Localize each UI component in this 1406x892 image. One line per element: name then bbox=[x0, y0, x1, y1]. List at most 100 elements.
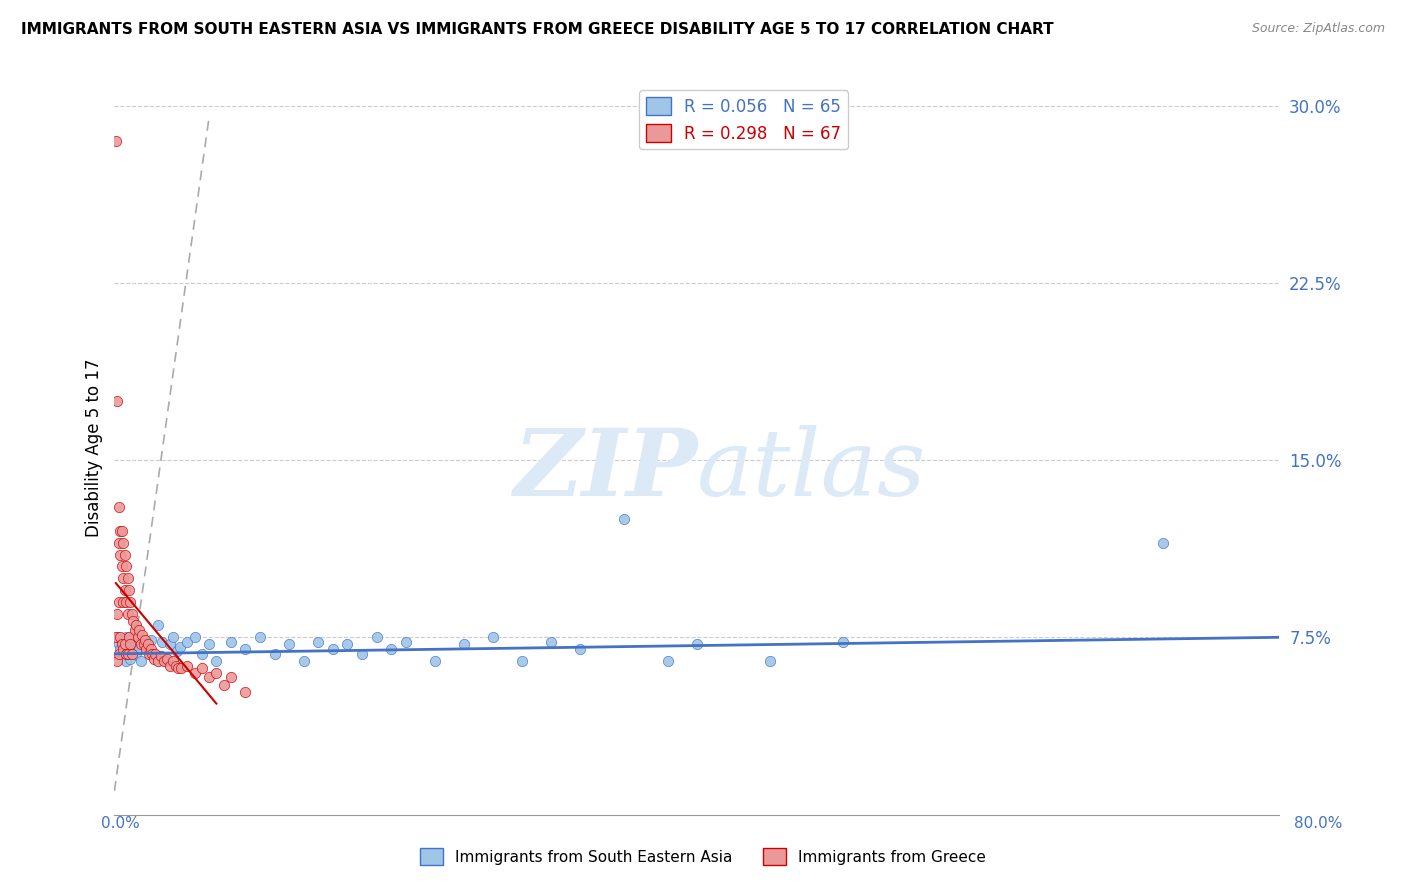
Text: 80.0%: 80.0% bbox=[1295, 816, 1343, 831]
Point bbox=[205, 665, 228, 680]
Point bbox=[107, 637, 129, 651]
Point bbox=[235, 684, 257, 698]
Point bbox=[453, 637, 475, 651]
Point bbox=[107, 595, 129, 609]
Point bbox=[125, 647, 148, 661]
Text: ZIP: ZIP bbox=[513, 425, 697, 516]
Point bbox=[120, 595, 142, 609]
Point bbox=[118, 630, 141, 644]
Point bbox=[121, 644, 143, 658]
Point bbox=[112, 647, 135, 661]
Point bbox=[219, 671, 242, 685]
Point bbox=[120, 651, 142, 665]
Point bbox=[125, 618, 148, 632]
Point bbox=[104, 134, 127, 148]
Point bbox=[115, 595, 138, 609]
Text: Source: ZipAtlas.com: Source: ZipAtlas.com bbox=[1251, 22, 1385, 36]
Point bbox=[366, 630, 388, 644]
Point bbox=[159, 658, 181, 673]
Point bbox=[127, 630, 149, 644]
Point bbox=[111, 637, 134, 651]
Point bbox=[115, 647, 138, 661]
Point bbox=[155, 654, 177, 668]
Point bbox=[482, 630, 505, 644]
Point bbox=[138, 647, 160, 661]
Point bbox=[110, 524, 132, 538]
Point bbox=[170, 661, 193, 675]
Point bbox=[263, 647, 285, 661]
Point bbox=[115, 559, 138, 574]
Point bbox=[183, 630, 205, 644]
Point bbox=[128, 642, 150, 657]
Point bbox=[198, 637, 221, 651]
Point bbox=[176, 635, 198, 649]
Point bbox=[120, 637, 142, 651]
Point bbox=[111, 524, 134, 538]
Point bbox=[110, 642, 132, 657]
Point bbox=[657, 654, 679, 668]
Point bbox=[117, 647, 139, 661]
Point bbox=[117, 571, 139, 585]
Point bbox=[105, 630, 128, 644]
Point bbox=[167, 661, 190, 675]
Point bbox=[153, 654, 176, 668]
Point bbox=[613, 512, 636, 526]
Point bbox=[107, 500, 129, 515]
Point bbox=[112, 642, 135, 657]
Point bbox=[235, 642, 257, 657]
Point bbox=[111, 632, 134, 647]
Point bbox=[117, 607, 139, 621]
Point bbox=[129, 654, 152, 668]
Legend: Immigrants from South Eastern Asia, Immigrants from Greece: Immigrants from South Eastern Asia, Immi… bbox=[413, 842, 993, 871]
Point bbox=[110, 630, 132, 644]
Point bbox=[205, 654, 228, 668]
Point bbox=[110, 548, 132, 562]
Point bbox=[831, 635, 853, 649]
Point bbox=[115, 630, 138, 644]
Point bbox=[198, 671, 221, 685]
Point bbox=[278, 637, 301, 651]
Point bbox=[540, 635, 562, 649]
Point bbox=[152, 635, 174, 649]
Point bbox=[121, 607, 143, 621]
Point bbox=[121, 647, 143, 661]
Point bbox=[191, 647, 214, 661]
Point bbox=[322, 642, 344, 657]
Point bbox=[336, 637, 359, 651]
Point bbox=[1152, 535, 1174, 549]
Point bbox=[114, 640, 136, 654]
Point bbox=[135, 642, 157, 657]
Point bbox=[686, 637, 709, 651]
Point bbox=[423, 654, 446, 668]
Point bbox=[118, 637, 141, 651]
Point bbox=[112, 535, 135, 549]
Point bbox=[114, 582, 136, 597]
Point bbox=[132, 635, 155, 649]
Point bbox=[120, 632, 142, 647]
Point bbox=[122, 642, 145, 657]
Point bbox=[127, 637, 149, 651]
Point bbox=[159, 637, 181, 651]
Point bbox=[107, 647, 129, 661]
Point bbox=[112, 595, 135, 609]
Text: atlas: atlas bbox=[697, 425, 927, 516]
Point bbox=[146, 618, 169, 632]
Point bbox=[117, 635, 139, 649]
Point bbox=[150, 649, 173, 664]
Point bbox=[134, 632, 156, 647]
Point bbox=[143, 647, 166, 661]
Point bbox=[191, 661, 214, 675]
Point bbox=[183, 665, 205, 680]
Point bbox=[169, 640, 191, 654]
Point bbox=[142, 651, 165, 665]
Point bbox=[118, 642, 141, 657]
Point bbox=[139, 642, 162, 657]
Point bbox=[104, 630, 127, 644]
Point bbox=[105, 394, 128, 409]
Text: IMMIGRANTS FROM SOUTH EASTERN ASIA VS IMMIGRANTS FROM GREECE DISABILITY AGE 5 TO: IMMIGRANTS FROM SOUTH EASTERN ASIA VS IM… bbox=[21, 22, 1053, 37]
Point bbox=[758, 654, 780, 668]
Point bbox=[114, 644, 136, 658]
Point bbox=[142, 647, 165, 661]
Point bbox=[350, 647, 373, 661]
Point bbox=[132, 637, 155, 651]
